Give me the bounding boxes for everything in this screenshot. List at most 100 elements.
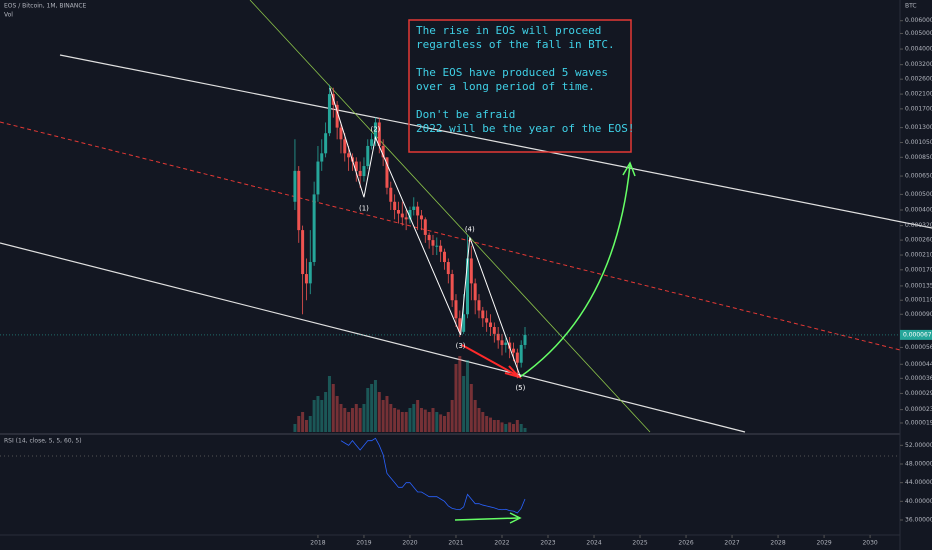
- last-price-label: 0.0000670: [903, 331, 932, 338]
- candle-body: [389, 187, 393, 202]
- rsi-label: RSI (14, close, 5, 5, 60, 5): [4, 438, 82, 445]
- volume-bar: [327, 376, 331, 432]
- volume-bar: [465, 360, 469, 432]
- volume-bar: [523, 428, 527, 432]
- volume-bar: [416, 400, 420, 432]
- x-tick-label: 2027: [724, 540, 739, 547]
- volume-bar: [458, 356, 462, 432]
- candle-body: [465, 258, 469, 315]
- volume-bar: [354, 404, 358, 432]
- volume-bar: [350, 408, 354, 432]
- volume-bar: [362, 404, 366, 432]
- volume-bar: [477, 408, 481, 432]
- wave-label: (5): [515, 384, 525, 392]
- volume-bar: [396, 409, 400, 432]
- candle-body: [312, 194, 316, 263]
- red-arrow: [461, 344, 519, 377]
- annotation-text: 2022 will be the year of the EOS!: [416, 122, 635, 135]
- candle-body: [324, 133, 328, 154]
- chart-title: EOS / Bitcoin, 1M, BINANCE: [4, 3, 87, 10]
- candle-body: [354, 161, 358, 171]
- volume-bar: [393, 408, 397, 432]
- volume-bar: [446, 412, 450, 432]
- candle-body: [427, 234, 431, 241]
- volume-bar: [427, 412, 431, 432]
- forecast-arrow: [519, 164, 631, 378]
- volume-bar: [377, 392, 381, 432]
- volume-bar: [496, 420, 500, 432]
- x-tick-label: 2022: [494, 540, 509, 547]
- volume-bar: [339, 404, 343, 432]
- volume-bar: [412, 404, 416, 432]
- volume-bar: [439, 414, 443, 432]
- candle-body: [320, 153, 324, 162]
- candle-body: [473, 283, 477, 301]
- x-tick-label: 2019: [356, 540, 371, 547]
- volume-bar: [450, 400, 454, 432]
- candle-body: [404, 217, 408, 220]
- candle-body: [511, 348, 515, 353]
- candle-body: [454, 300, 458, 319]
- candle-body: [316, 161, 320, 195]
- candle-body: [462, 314, 466, 332]
- wave-label: (4): [465, 225, 475, 233]
- candle-body: [488, 322, 492, 328]
- wave-label: (1): [359, 204, 369, 212]
- volume-bar: [419, 408, 423, 432]
- annotation-box: [408, 19, 632, 153]
- candle-body: [347, 153, 351, 158]
- wave-label: (3): [456, 342, 466, 350]
- x-tick-label: 2025: [632, 540, 647, 547]
- x-tick-label: 2026: [678, 540, 693, 547]
- candle-body: [343, 139, 347, 154]
- volume-bar: [500, 422, 504, 432]
- volume-bar: [304, 420, 308, 432]
- volume-bar: [293, 424, 297, 432]
- candle-body: [301, 230, 305, 275]
- volume-bar: [347, 412, 351, 432]
- last-price-box: [900, 329, 932, 340]
- rsi-tick-label: 48.000000: [905, 461, 932, 468]
- volume-bar: [508, 422, 512, 432]
- candle-body: [435, 245, 439, 247]
- volume-bar: [308, 416, 312, 432]
- arrow-head: [509, 512, 522, 524]
- volume-label: Vol: [4, 12, 13, 19]
- volume-bar: [370, 384, 374, 432]
- volume-bar: [454, 364, 458, 432]
- candle-body: [519, 344, 523, 363]
- candle-body: [492, 327, 496, 334]
- annotation-text: The rise in EOS will proceed: [416, 24, 601, 37]
- candle-body: [450, 274, 454, 301]
- candle-body: [431, 240, 435, 246]
- candle-body: [446, 262, 450, 275]
- candle-body: [339, 127, 343, 140]
- candle-body: [381, 145, 385, 158]
- volume-bar: [312, 400, 316, 432]
- candle-body: [469, 258, 473, 284]
- candle-body: [377, 122, 381, 146]
- volume-bar: [316, 396, 320, 432]
- annotation-text: over a long period of time.: [416, 80, 595, 93]
- channel-mid: [0, 121, 901, 351]
- rsi-tick-label: 40.000000: [905, 498, 932, 505]
- arrow-head: [622, 161, 636, 177]
- arrow-head: [504, 365, 523, 379]
- x-tick-label: 2028: [770, 540, 785, 547]
- volume-bar: [442, 416, 446, 432]
- candle-body: [327, 94, 331, 134]
- volume-bar: [408, 408, 412, 432]
- volume-bar: [515, 420, 519, 432]
- candle-body: [442, 251, 446, 263]
